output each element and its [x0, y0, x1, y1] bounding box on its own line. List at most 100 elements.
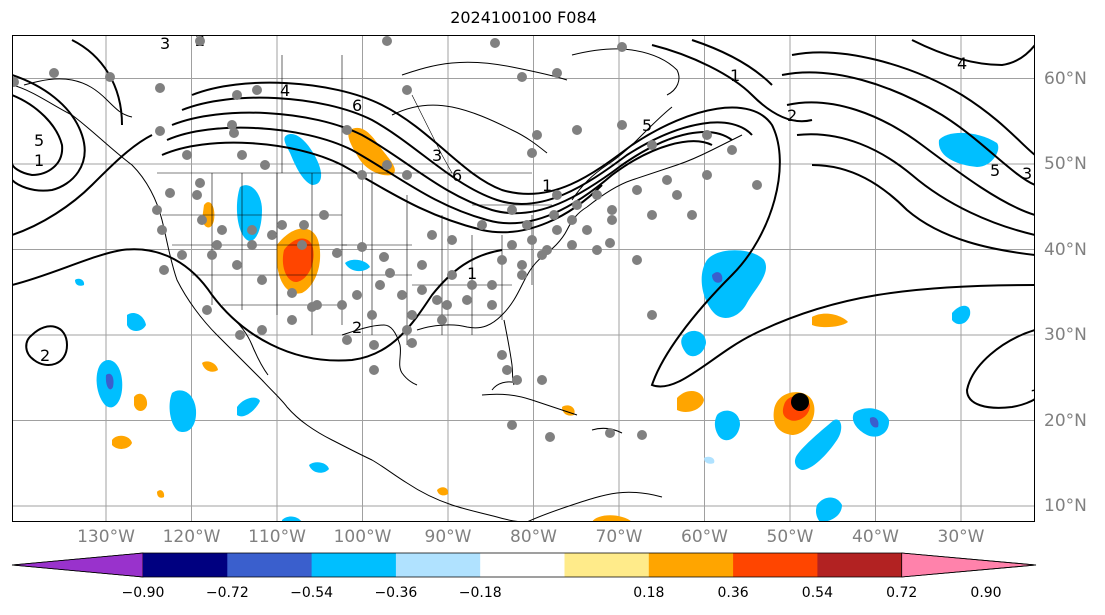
contour-east-5 [811, 164, 1035, 256]
station-dot [532, 130, 542, 140]
station-dot [477, 220, 487, 230]
station-dot [507, 205, 517, 215]
station-dot [582, 225, 592, 235]
contour-label: 5 [34, 131, 44, 150]
station-dot [545, 432, 555, 442]
station-dot [727, 145, 737, 155]
negative-anomaly-tropics-1 [714, 410, 740, 441]
station-dot [357, 170, 367, 180]
negative-anomaly-montana [284, 134, 322, 185]
colorbar-segment [227, 553, 313, 577]
colorbar-segment [733, 553, 818, 577]
station-dot [632, 255, 642, 265]
station-dot [437, 315, 447, 325]
station-dot [49, 68, 59, 78]
station-dot [487, 280, 497, 290]
station-dot [467, 280, 477, 290]
station-dot [227, 120, 237, 130]
station-dot [369, 340, 379, 350]
station-dot [527, 148, 537, 158]
station-dot [617, 120, 627, 130]
contour-label: 1 [467, 264, 477, 283]
contour-label: 5 [642, 116, 652, 135]
station-dot [375, 280, 385, 290]
station-dot [647, 310, 657, 320]
coastlines [12, 48, 743, 522]
colorbar-tick-label: 0.36 [717, 585, 749, 601]
longitude-label: 110°W [248, 527, 306, 547]
station-dot [637, 430, 647, 440]
colorbar-tick-label: 0.54 [801, 585, 833, 601]
station-dot [647, 140, 657, 150]
station-dot [397, 290, 407, 300]
colorbar-tick-label: −0.90 [121, 585, 165, 601]
contour-ring-1 [191, 81, 1035, 388]
colorbar [11, 552, 1037, 578]
contour-east-4 [796, 133, 1035, 236]
negative-anomaly-pacific-5 [309, 462, 329, 473]
station-dot [502, 365, 512, 375]
station-dot [537, 250, 547, 260]
contour-label: 1 [730, 66, 740, 85]
positive-anomaly-atlantic-2 [677, 391, 704, 412]
station-dot [512, 375, 522, 385]
contour-label: 3 [160, 35, 170, 53]
colorbar-tick-label: −0.54 [290, 585, 334, 601]
longitude-label: 60°W [681, 527, 728, 547]
station-dot [549, 210, 559, 220]
station-dot [297, 240, 307, 250]
contour-label: 3 [432, 146, 442, 165]
contour-east-3 [786, 101, 1035, 216]
station-dot [229, 128, 239, 138]
station-dot [157, 225, 167, 235]
station-dot [497, 350, 507, 360]
contour-north-3 [911, 39, 1035, 67]
station-dot [252, 85, 262, 95]
station-dot [537, 375, 547, 385]
colorbar-segment [311, 553, 397, 577]
contour-label: 1 [34, 151, 44, 170]
station-dot [267, 230, 277, 240]
station-dot [490, 38, 500, 48]
colorbar-tick-label: 0.72 [886, 585, 918, 601]
longitude-label: 70°W [595, 527, 643, 547]
contour-east-1 [791, 51, 1035, 156]
latitude-label: 60°N [1044, 68, 1087, 89]
negative-anomaly-bottom-right [816, 497, 842, 522]
colorbar-outline [11, 552, 1037, 578]
station-dot [367, 310, 377, 320]
station-dot [442, 300, 452, 310]
latitude-label: 10°N [1044, 496, 1087, 516]
contour-label: 4 [280, 81, 290, 100]
station-dot [299, 220, 309, 230]
station-dot [432, 295, 442, 305]
contour-pacific-low [25, 325, 69, 366]
station-dot [342, 125, 352, 135]
contour-ring-2 [181, 96, 753, 205]
station-dot [12, 77, 19, 87]
positive-anomaly-small-2 [157, 490, 165, 498]
contour-west-4 [12, 134, 153, 236]
station-dot [417, 285, 427, 295]
station-dot [407, 338, 417, 348]
contour-label: 1 [542, 176, 552, 195]
station-dot [332, 248, 342, 258]
latitude-label: 20°N [1044, 410, 1087, 431]
station-dot [607, 205, 617, 215]
contour-ring-4 [166, 126, 713, 225]
station-dot [702, 130, 712, 140]
contour-label: 2 [352, 318, 362, 337]
station-dot [427, 230, 437, 240]
station-dot [217, 225, 227, 235]
station-dot [497, 255, 507, 265]
negative-anomaly-pacific-3 [127, 313, 146, 331]
colorbar-tick-label: −0.72 [205, 585, 249, 601]
station-dot [592, 190, 602, 200]
station-dot [307, 302, 317, 312]
station-dot [402, 170, 412, 180]
contour-label-group: 3246516453121221531 [34, 35, 1035, 405]
contour-label: 1 [1030, 386, 1035, 405]
station-dot [402, 85, 412, 95]
station-dot [507, 240, 517, 250]
negative-anomaly-east-atlantic [952, 305, 971, 325]
